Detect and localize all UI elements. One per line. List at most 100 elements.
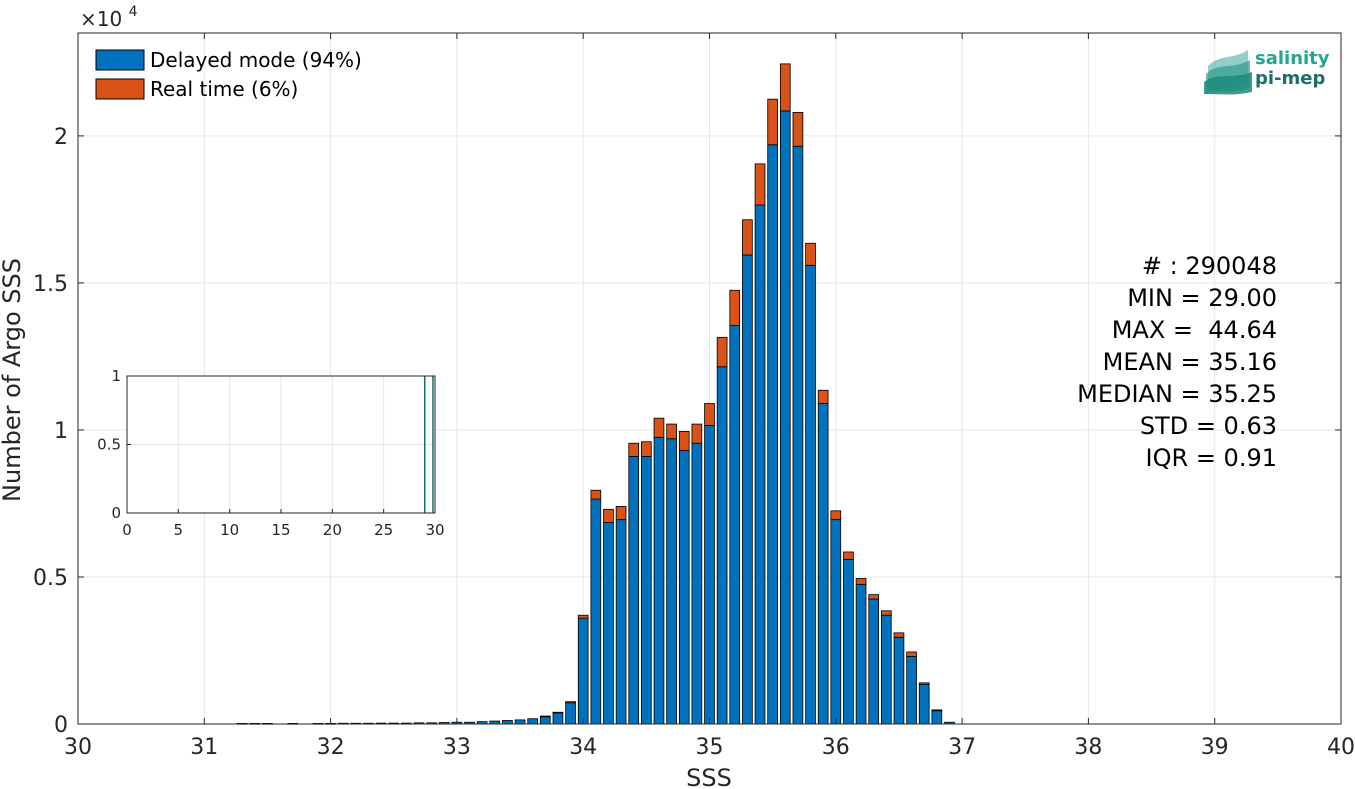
inset-ticks: 0 5 10 15 20 25 30 0 0.5 1: [97, 367, 444, 539]
bar-delayed-mode: [716, 366, 728, 725]
x-tick-label: 38: [1074, 735, 1102, 760]
y-tick-label: 1.5: [33, 272, 68, 297]
legend-label-realtime: Real time (6%): [150, 77, 298, 101]
x-tick-label: 31: [190, 735, 218, 760]
logo-wave-icon: [1204, 50, 1252, 95]
bar-delayed-mode: [678, 450, 690, 725]
bar-real-time: [641, 441, 652, 457]
bar-real-time: [678, 431, 690, 451]
y-axis-multiplier-base: ×10: [80, 7, 122, 31]
bar-real-time: [767, 98, 778, 146]
bar-real-time: [918, 682, 930, 685]
bar-real-time: [615, 506, 627, 521]
bar-delayed-mode: [615, 519, 627, 725]
bar-real-time: [805, 242, 816, 266]
bar-delayed-mode: [729, 325, 741, 725]
x-tick-label: 36: [822, 735, 850, 760]
bar-real-time: [830, 510, 842, 521]
legend-swatch-realtime: [95, 78, 145, 100]
bar-real-time: [603, 508, 614, 523]
y-axis-multiplier-exponent: 4: [129, 4, 138, 20]
bar-real-time: [880, 610, 892, 616]
bar-real-time: [729, 289, 741, 326]
y-axis-label: Number of Argo SSS: [0, 258, 26, 502]
bar-delayed-mode: [691, 442, 703, 725]
bar-delayed-mode: [590, 498, 602, 725]
bar-delayed-mode: [641, 456, 652, 725]
x-tick-label: 37: [948, 735, 976, 760]
x-tick-label: 35: [696, 735, 724, 760]
bar-delayed-mode: [792, 145, 804, 725]
inset-y-tick-label: 0: [111, 504, 121, 522]
bar-real-time: [868, 594, 880, 600]
bar-real-time: [565, 701, 576, 704]
bar-real-time: [539, 715, 551, 718]
bar-delayed-mode: [653, 436, 665, 725]
bar-real-time: [779, 63, 791, 112]
stat-median: MEDIAN = 35.25: [1077, 380, 1277, 408]
bar-delayed-mode: [805, 264, 816, 725]
bar-delayed-mode: [539, 716, 551, 725]
legend: Delayed mode (94%) Real time (6%): [95, 48, 362, 101]
bar-delayed-mode: [843, 558, 854, 725]
inset-bars: [423, 376, 434, 513]
bar-real-time: [754, 163, 766, 206]
stats-annotation: # : 290048 MIN = 29.00 MAX = 44.64 MEAN …: [1077, 252, 1277, 472]
bar-real-time: [691, 423, 703, 444]
bar-real-time: [906, 651, 917, 657]
stat-mean: MEAN = 35.16: [1103, 348, 1277, 376]
bar-real-time: [666, 423, 677, 440]
bar-real-time: [552, 711, 564, 714]
inset-x-tick-label: 5: [174, 521, 184, 539]
bar-real-time: [577, 614, 589, 619]
bar-delayed-mode: [931, 710, 943, 725]
bar-delayed-mode: [628, 456, 640, 725]
inset-x-tick-label: 25: [374, 521, 393, 539]
main-bars: [236, 63, 955, 725]
bar-delayed-mode: [855, 583, 867, 725]
bar-delayed-mode: [502, 720, 513, 725]
bar-real-time: [704, 403, 715, 426]
bar-delayed-mode: [906, 655, 917, 725]
inset-x-tick-label: 15: [271, 521, 290, 539]
bar-delayed-mode: [893, 636, 905, 725]
inset-y-tick-label: 1: [111, 367, 121, 385]
inset-x-tick-label: 30: [425, 521, 444, 539]
inset-x-tick-label: 10: [220, 521, 239, 539]
bar-delayed-mode: [918, 683, 930, 725]
bar-delayed-mode: [880, 614, 892, 725]
stat-min: MIN = 29.00: [1127, 284, 1277, 312]
bar-delayed-mode: [767, 144, 778, 725]
bar-real-time: [628, 442, 640, 457]
bar-real-time: [716, 336, 728, 368]
inset-y-tick-label: 0.5: [97, 436, 121, 454]
salinity-pi-mep-logo: salinity pi-mep: [1204, 48, 1330, 95]
legend-label-delayed: Delayed mode (94%): [150, 48, 362, 72]
logo-text-pi-mep: pi-mep: [1255, 68, 1325, 89]
x-tick-label: 39: [1201, 735, 1229, 760]
x-tick-label: 30: [64, 735, 92, 760]
bar-delayed-mode: [704, 425, 715, 725]
stat-max: MAX = 44.64: [1112, 316, 1277, 344]
bar-real-time: [893, 632, 905, 638]
legend-swatch-delayed: [95, 49, 145, 71]
bar-delayed-mode: [666, 438, 677, 725]
x-tick-label: 32: [317, 735, 345, 760]
bar-delayed-mode: [514, 719, 526, 725]
stat-std: STD = 0.63: [1140, 412, 1277, 440]
y-tick-label: 1: [54, 419, 68, 444]
stat-count: # : 290048: [1142, 252, 1277, 280]
y-tick-label: 2: [54, 125, 68, 150]
x-tick-label: 34: [569, 735, 597, 760]
x-axis-label: SSS: [686, 764, 732, 789]
bar-delayed-mode: [817, 403, 829, 725]
x-tick-label: 33: [443, 735, 471, 760]
inset-x-tick-label: 20: [323, 521, 342, 539]
bar-real-time: [590, 489, 602, 500]
bar-real-time: [817, 389, 829, 404]
bar-delayed-mode: [527, 718, 539, 725]
bar-delayed-mode: [754, 204, 766, 725]
bar-delayed-mode: [577, 617, 589, 725]
stat-iqr: IQR = 0.91: [1146, 444, 1277, 472]
bar-delayed-mode: [565, 702, 576, 725]
